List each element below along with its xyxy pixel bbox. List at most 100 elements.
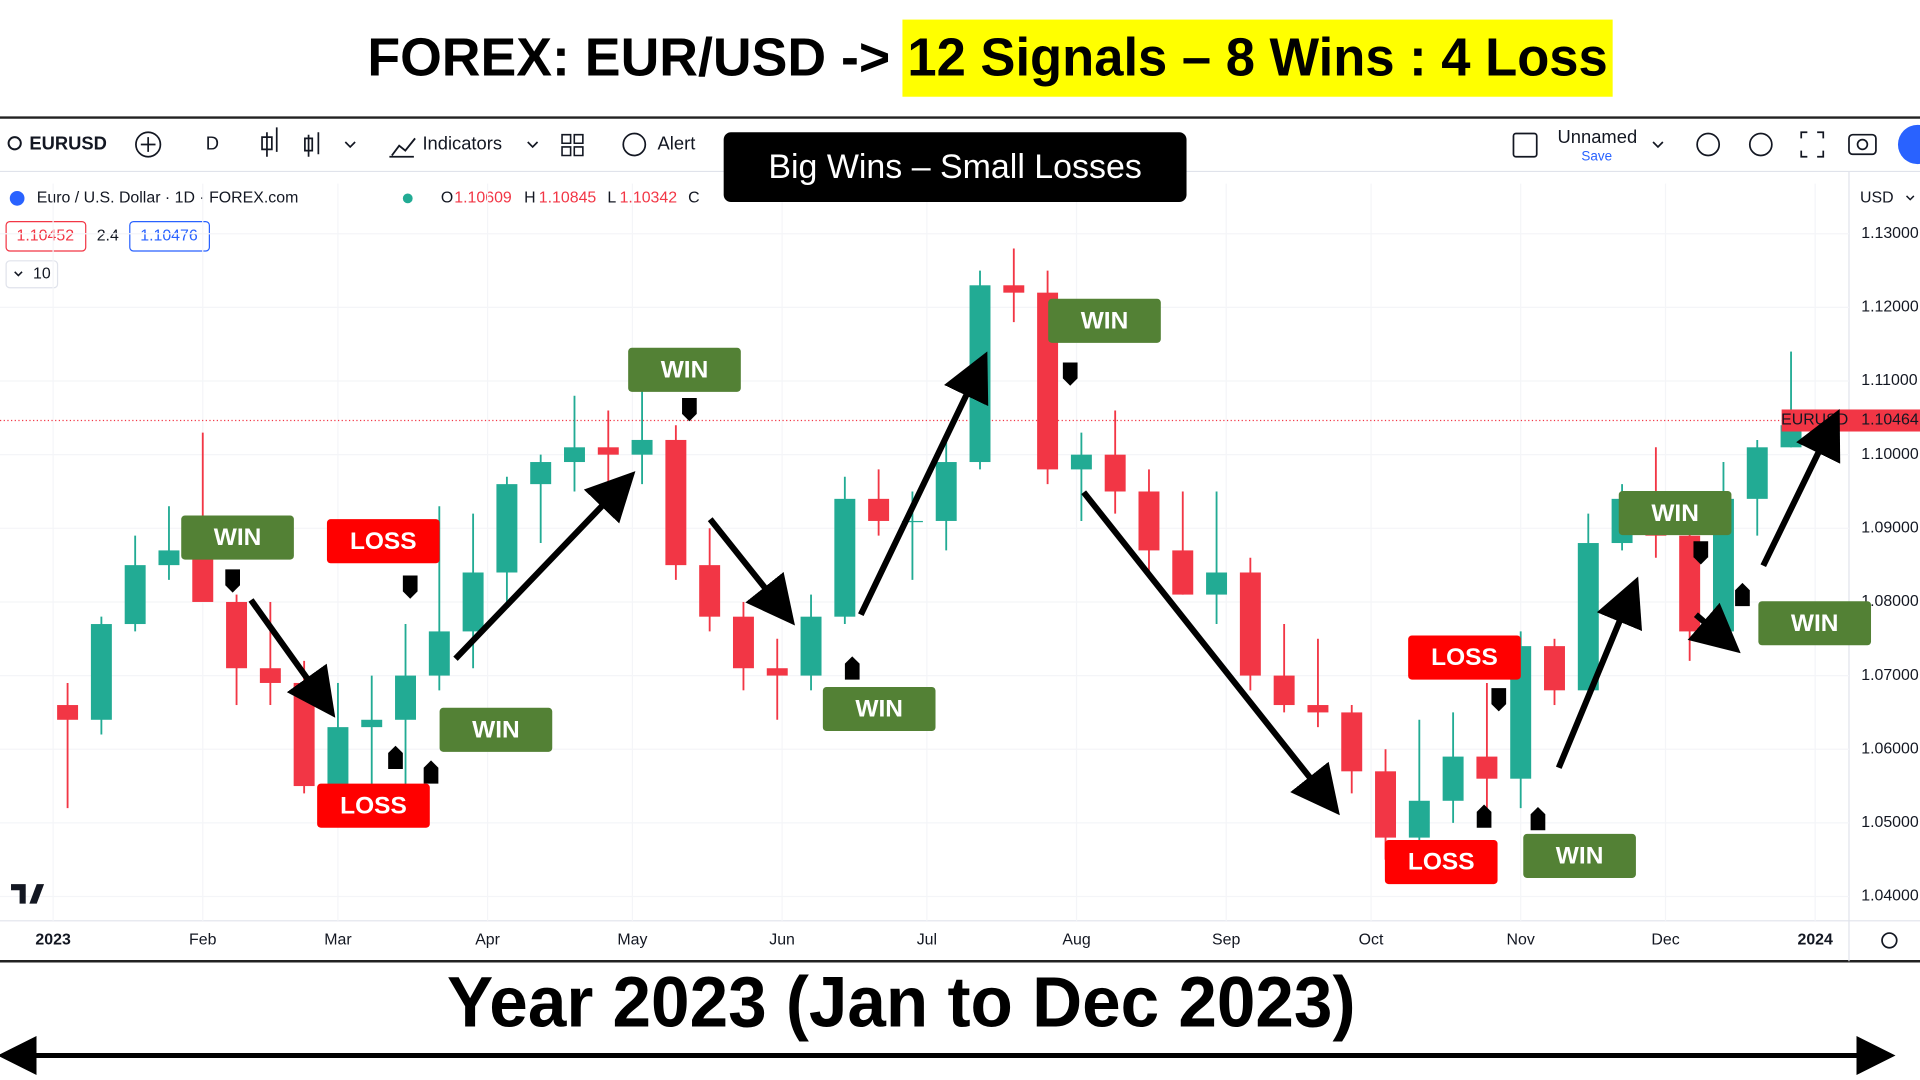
ohlc-letter: L: [607, 190, 616, 207]
toolbar: EURUSD D Indicators Alert Unnamed Save: [7, 124, 1920, 165]
signal-label: LOSS: [1408, 849, 1475, 876]
price-tag-bg: [1848, 409, 1920, 432]
y-tick-label: 1.06000: [1861, 740, 1919, 757]
candle-body: [192, 550, 214, 602]
candle-body: [834, 498, 856, 617]
y-tick-label: 1.08000: [1861, 593, 1919, 610]
x-tick-label: Oct: [1359, 932, 1384, 949]
market-status: [402, 193, 413, 204]
currency-label[interactable]: USD: [1860, 190, 1894, 207]
candle-body: [1544, 646, 1565, 691]
trend-arrow: [1081, 490, 1340, 816]
add-icon: [140, 137, 156, 152]
signal-flag: [1735, 582, 1750, 607]
ohlc-value: 1.10609: [454, 190, 512, 207]
indicators-button[interactable]: Indicators: [422, 132, 502, 153]
axis-settings[interactable]: [1881, 932, 1898, 949]
x-tick-label: May: [617, 932, 647, 949]
layout-icon[interactable]: [1512, 132, 1538, 158]
signal-box: [181, 515, 294, 560]
search-icon[interactable]: [7, 136, 22, 151]
publish-button[interactable]: [1897, 124, 1920, 165]
signal-flag: [1693, 541, 1709, 565]
chart-type-icons[interactable]: [261, 127, 356, 157]
dropdown-icon[interactable]: [527, 141, 539, 149]
alert-button[interactable]: Alert: [658, 132, 696, 153]
candle-body: [1273, 675, 1295, 706]
dropdown-icon[interactable]: [1906, 195, 1915, 201]
trend-arrow: [453, 471, 636, 661]
candle-body: [462, 572, 484, 632]
candle-body: [158, 550, 180, 566]
ohlc-value: 1.10845: [539, 190, 597, 207]
x-tick-label: Aug: [1062, 932, 1090, 949]
candle-body: [1408, 800, 1430, 838]
candle-body: [1577, 543, 1599, 691]
candle-body: [1172, 550, 1194, 595]
candle-body: [226, 601, 248, 669]
signal-box: [1408, 635, 1521, 680]
banner-text: Big Wins – Small Losses: [768, 148, 1141, 186]
candle-body: [90, 624, 112, 720]
toggle-icon: [14, 271, 23, 277]
signal-box: [1523, 833, 1636, 878]
alert-icon[interactable]: [622, 132, 647, 157]
signal-flag: [682, 397, 697, 422]
candle-body: [1476, 756, 1498, 779]
signal-label: WIN: [1651, 500, 1699, 527]
signal-flag: [423, 760, 439, 784]
trend-arrow: [1555, 576, 1643, 769]
snapshot-lens: [1856, 138, 1869, 151]
y-tick-label: 1.10000: [1861, 446, 1919, 463]
dropdown-icon[interactable]: [1652, 141, 1664, 149]
trend-arrow: [1687, 602, 1741, 654]
fullscreen-icon[interactable]: [1800, 131, 1825, 158]
candle-body: [800, 616, 822, 676]
signal-flag: [844, 656, 860, 680]
candle-body: [124, 565, 146, 625]
signal-label: LOSS: [340, 792, 407, 819]
signal-box: [326, 519, 440, 564]
y-tick-label: 1.07000: [1861, 667, 1919, 684]
signal-label: WIN: [661, 356, 709, 383]
x-tick-label: Apr: [475, 932, 500, 949]
interval-button[interactable]: D: [206, 132, 219, 153]
signal-overlay: WIN LOSS LOSS WIN WIN WIN WIN LOSS LOSS WIN WIN WIN: [181, 298, 1872, 885]
quick-search-icon[interactable]: [1696, 132, 1721, 157]
signal-label: WIN: [855, 696, 903, 723]
candle-body: [766, 668, 788, 676]
signal-box: [439, 707, 553, 752]
ohlc-value: 1.10342: [620, 190, 678, 207]
spread: 2.4: [97, 228, 119, 245]
candle-body: [732, 616, 754, 669]
candle-body: [1341, 712, 1363, 772]
candle-body: [530, 462, 552, 485]
add-symbol-button[interactable]: [135, 131, 162, 158]
save-button[interactable]: Save: [1581, 148, 1612, 163]
ask-box[interactable]: [129, 221, 210, 252]
candle-body: [1104, 454, 1126, 492]
candle-body: [259, 668, 281, 683]
candle-body: [597, 447, 619, 455]
indicators-toggle[interactable]: [5, 260, 59, 289]
templates-button[interactable]: [561, 133, 584, 157]
candle-body: [699, 565, 721, 617]
snapshot-icon[interactable]: [1848, 133, 1877, 156]
signal-box: [628, 347, 741, 392]
candle-body: [293, 682, 315, 787]
candle-body: [1746, 447, 1768, 499]
symbol-button[interactable]: EURUSD: [29, 132, 107, 153]
candle-body: [1070, 454, 1092, 470]
bid-box[interactable]: [5, 221, 87, 252]
signal-box: [822, 686, 936, 732]
candle-body: [1206, 572, 1228, 595]
candle-body: [1442, 756, 1464, 801]
ohlc-letter: O: [441, 190, 453, 207]
candle-body: [935, 462, 957, 521]
layout-name[interactable]: Unnamed: [1558, 126, 1638, 147]
settings-icon[interactable]: [1748, 132, 1773, 157]
x-tick-label: Nov: [1507, 932, 1535, 949]
symbol-flag: [9, 191, 25, 206]
candle-body: [57, 705, 79, 720]
x-tick-label: 2023: [35, 932, 71, 949]
